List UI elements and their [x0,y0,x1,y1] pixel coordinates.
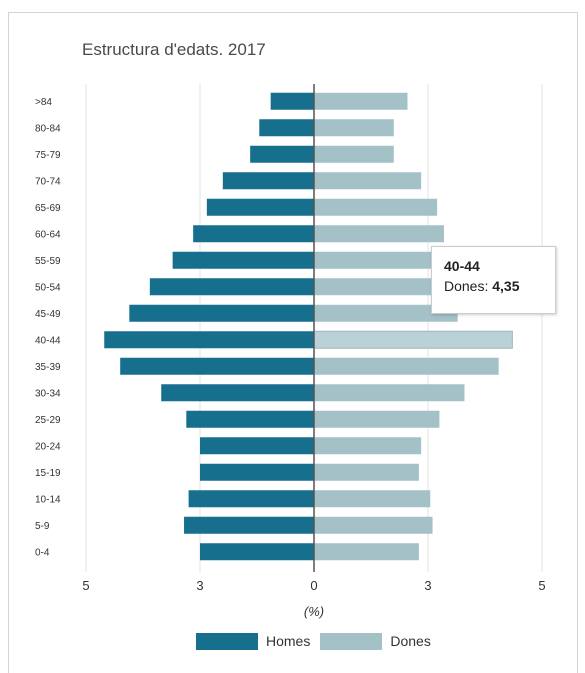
tooltip-value: 4,35 [492,278,520,294]
bar-dones-50-54[interactable] [314,278,456,296]
bar-homes-35-39[interactable] [120,357,314,375]
x-tick-label: 0 [310,578,317,593]
bar-homes-10-14[interactable] [188,490,314,508]
bar-dones-5-9[interactable] [314,516,433,534]
y-tick-label: 40-44 [35,335,61,346]
bar-dones-75-79[interactable] [314,145,394,163]
bar-homes-5-9[interactable] [184,516,314,534]
bar-homes-40-44[interactable] [104,331,315,349]
bar-homes-25-29[interactable] [186,410,314,428]
legend-item-dones[interactable]: Dones [320,632,431,650]
bar-dones-60-64[interactable] [314,225,444,243]
bar-dones-10-14[interactable] [314,490,431,508]
legend-swatch-homes [196,632,258,650]
bar-dones-0-4[interactable] [314,543,419,561]
bar-dones-25-29[interactable] [314,410,440,428]
y-tick-label: 25-29 [35,415,61,426]
tooltip: 40-44 Dones: 4,35 [431,246,556,314]
legend-swatch-dones [320,632,383,650]
bar-dones-40-44[interactable] [313,330,513,349]
bar-dones-80-84[interactable] [314,119,394,137]
bar-homes-60-64[interactable] [193,225,314,243]
y-tick-label: 60-64 [35,229,61,240]
bar-dones-35-39[interactable] [314,357,499,375]
y-tick-label: >84 [35,97,52,108]
bar-dones-70-74[interactable] [314,172,422,190]
bar-dones-15-19[interactable] [314,463,419,481]
x-axis-tick-labels: 5 3 0 3 5 [82,578,545,593]
y-tick-label: 5-9 [35,521,50,532]
tooltip-line: Dones: 4,35 [444,278,520,294]
legend: Homes Dones [196,630,441,652]
bar-homes-55-59[interactable] [172,251,314,269]
x-tick-label: 5 [538,578,545,593]
legend-label-homes: Homes [266,633,311,649]
bar-homes-0-4[interactable] [200,543,314,561]
legend-item-homes[interactable]: Homes [196,632,311,650]
bar-homes->84[interactable] [270,92,314,110]
y-tick-label: 15-19 [35,468,61,479]
y-tick-label: 50-54 [35,282,61,293]
bar-homes-30-34[interactable] [161,384,314,402]
bars [104,92,513,561]
x-tick-label: 3 [424,578,431,593]
y-tick-label: 55-59 [35,256,61,267]
bar-dones-45-49[interactable] [314,304,458,322]
bar-homes-15-19[interactable] [200,463,314,481]
bar-dones->84[interactable] [314,92,408,110]
bar-dones-55-59[interactable] [314,251,456,269]
y-tick-label: 20-24 [35,441,61,452]
x-tick-label: 5 [82,578,89,593]
y-tick-label: 10-14 [35,494,61,505]
bar-homes-45-49[interactable] [129,304,314,322]
bar-homes-20-24[interactable] [200,437,314,455]
bar-dones-30-34[interactable] [314,384,465,402]
y-tick-label: 75-79 [35,150,61,161]
y-axis-tick-labels: >84 80-84 75-79 70-74 65-69 60-64 55-59 50-54 45… [35,97,61,559]
legend-label-dones: Dones [390,633,431,649]
y-tick-label: 35-39 [35,362,61,373]
bar-homes-65-69[interactable] [206,198,314,216]
bar-dones-65-69[interactable] [314,198,438,216]
y-tick-label: 70-74 [35,176,61,187]
bar-homes-50-54[interactable] [149,278,314,296]
y-tick-label: 65-69 [35,203,61,214]
bar-homes-80-84[interactable] [259,119,314,137]
tooltip-category: 40-44 [444,258,480,274]
y-tick-label: 80-84 [35,123,61,134]
bar-homes-70-74[interactable] [222,172,314,190]
x-tick-label: 3 [196,578,203,593]
x-axis-title: (%) [304,604,324,619]
bar-dones-20-24[interactable] [314,437,422,455]
bar-homes-75-79[interactable] [250,145,314,163]
y-tick-label: 45-49 [35,309,61,320]
population-pyramid-chart: >84 80-84 75-79 70-74 65-69 60-64 55-59 50-54 45… [35,84,546,619]
tooltip-series: Dones [444,278,485,294]
y-tick-label: 30-34 [35,388,61,399]
y-tick-label: 0-4 [35,547,50,558]
chart-title: Estructura d'edats. 2017 [82,40,266,59]
